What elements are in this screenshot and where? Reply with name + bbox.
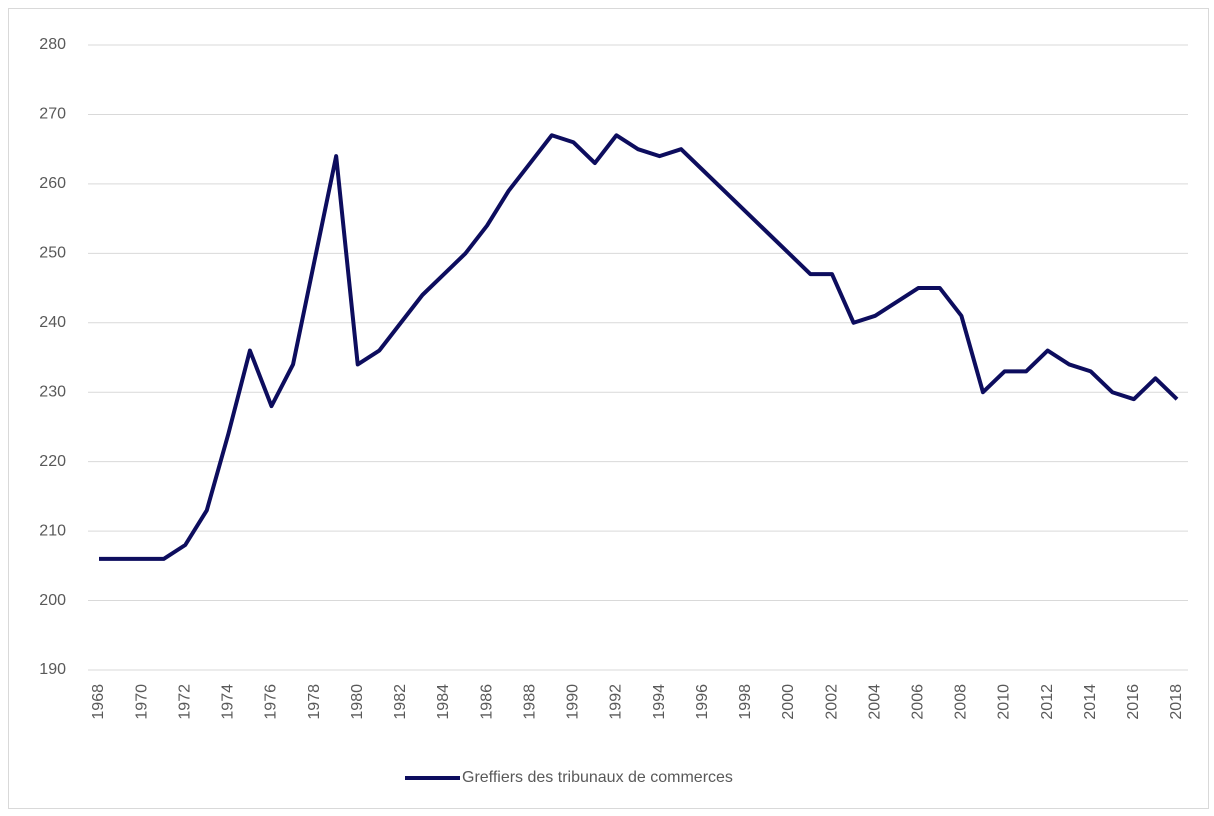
y-tick-label: 230 <box>39 383 66 400</box>
x-tick-label: 1982 <box>392 684 409 720</box>
x-tick-label: 1988 <box>521 684 538 720</box>
y-tick-label: 200 <box>39 592 66 609</box>
x-tick-label: 1978 <box>306 684 323 720</box>
x-tick-label: 2018 <box>1168 684 1185 720</box>
x-tick-label: 1986 <box>478 684 495 720</box>
y-tick-label: 280 <box>39 36 66 53</box>
x-tick-label: 1970 <box>133 684 150 720</box>
x-tick-label: 1972 <box>176 684 193 720</box>
x-tick-label: 1984 <box>435 684 452 720</box>
x-tick-label: 1996 <box>694 684 711 720</box>
x-tick-label: 2010 <box>996 684 1013 720</box>
y-tick-label: 210 <box>39 522 66 539</box>
x-tick-label: 2012 <box>1039 684 1056 720</box>
x-tick-label: 1980 <box>349 684 366 720</box>
x-tick-label: 1992 <box>608 684 625 720</box>
y-tick-label: 260 <box>39 175 66 192</box>
x-tick-label: 2014 <box>1082 684 1099 720</box>
x-tick-label: 1994 <box>651 684 668 720</box>
chart-border <box>8 8 1209 809</box>
y-tick-label: 250 <box>39 245 66 262</box>
y-tick-label: 190 <box>39 661 66 678</box>
y-tick-label: 240 <box>39 314 66 331</box>
legend-label: Greffiers des tribunaux de commerces <box>462 769 733 786</box>
x-tick-label: 1998 <box>737 684 754 720</box>
x-tick-label: 1990 <box>565 684 582 720</box>
x-tick-label: 1976 <box>263 684 280 720</box>
x-tick-label: 2000 <box>780 684 797 720</box>
y-tick-label: 270 <box>39 106 66 123</box>
x-tick-label: 2002 <box>823 684 840 720</box>
x-tick-label: 2008 <box>953 684 970 720</box>
data-line <box>99 133 1179 561</box>
x-tick-label: 1974 <box>220 684 237 720</box>
y-tick-label: 220 <box>39 453 66 470</box>
x-tick-label: 2016 <box>1125 684 1142 720</box>
x-tick-label: 2004 <box>866 684 883 720</box>
x-tick-label: 1968 <box>90 684 107 720</box>
x-tick-label: 2006 <box>909 684 926 720</box>
